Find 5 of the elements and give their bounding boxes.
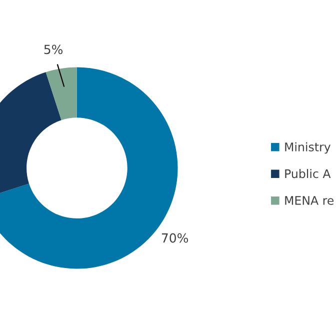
legend-label: Public A	[285, 169, 331, 178]
legend-label: Ministry	[285, 142, 331, 154]
data-label: 5%	[44, 44, 63, 54]
legend-label: MENA re	[285, 196, 334, 205]
data-label: 70%	[162, 233, 188, 243]
